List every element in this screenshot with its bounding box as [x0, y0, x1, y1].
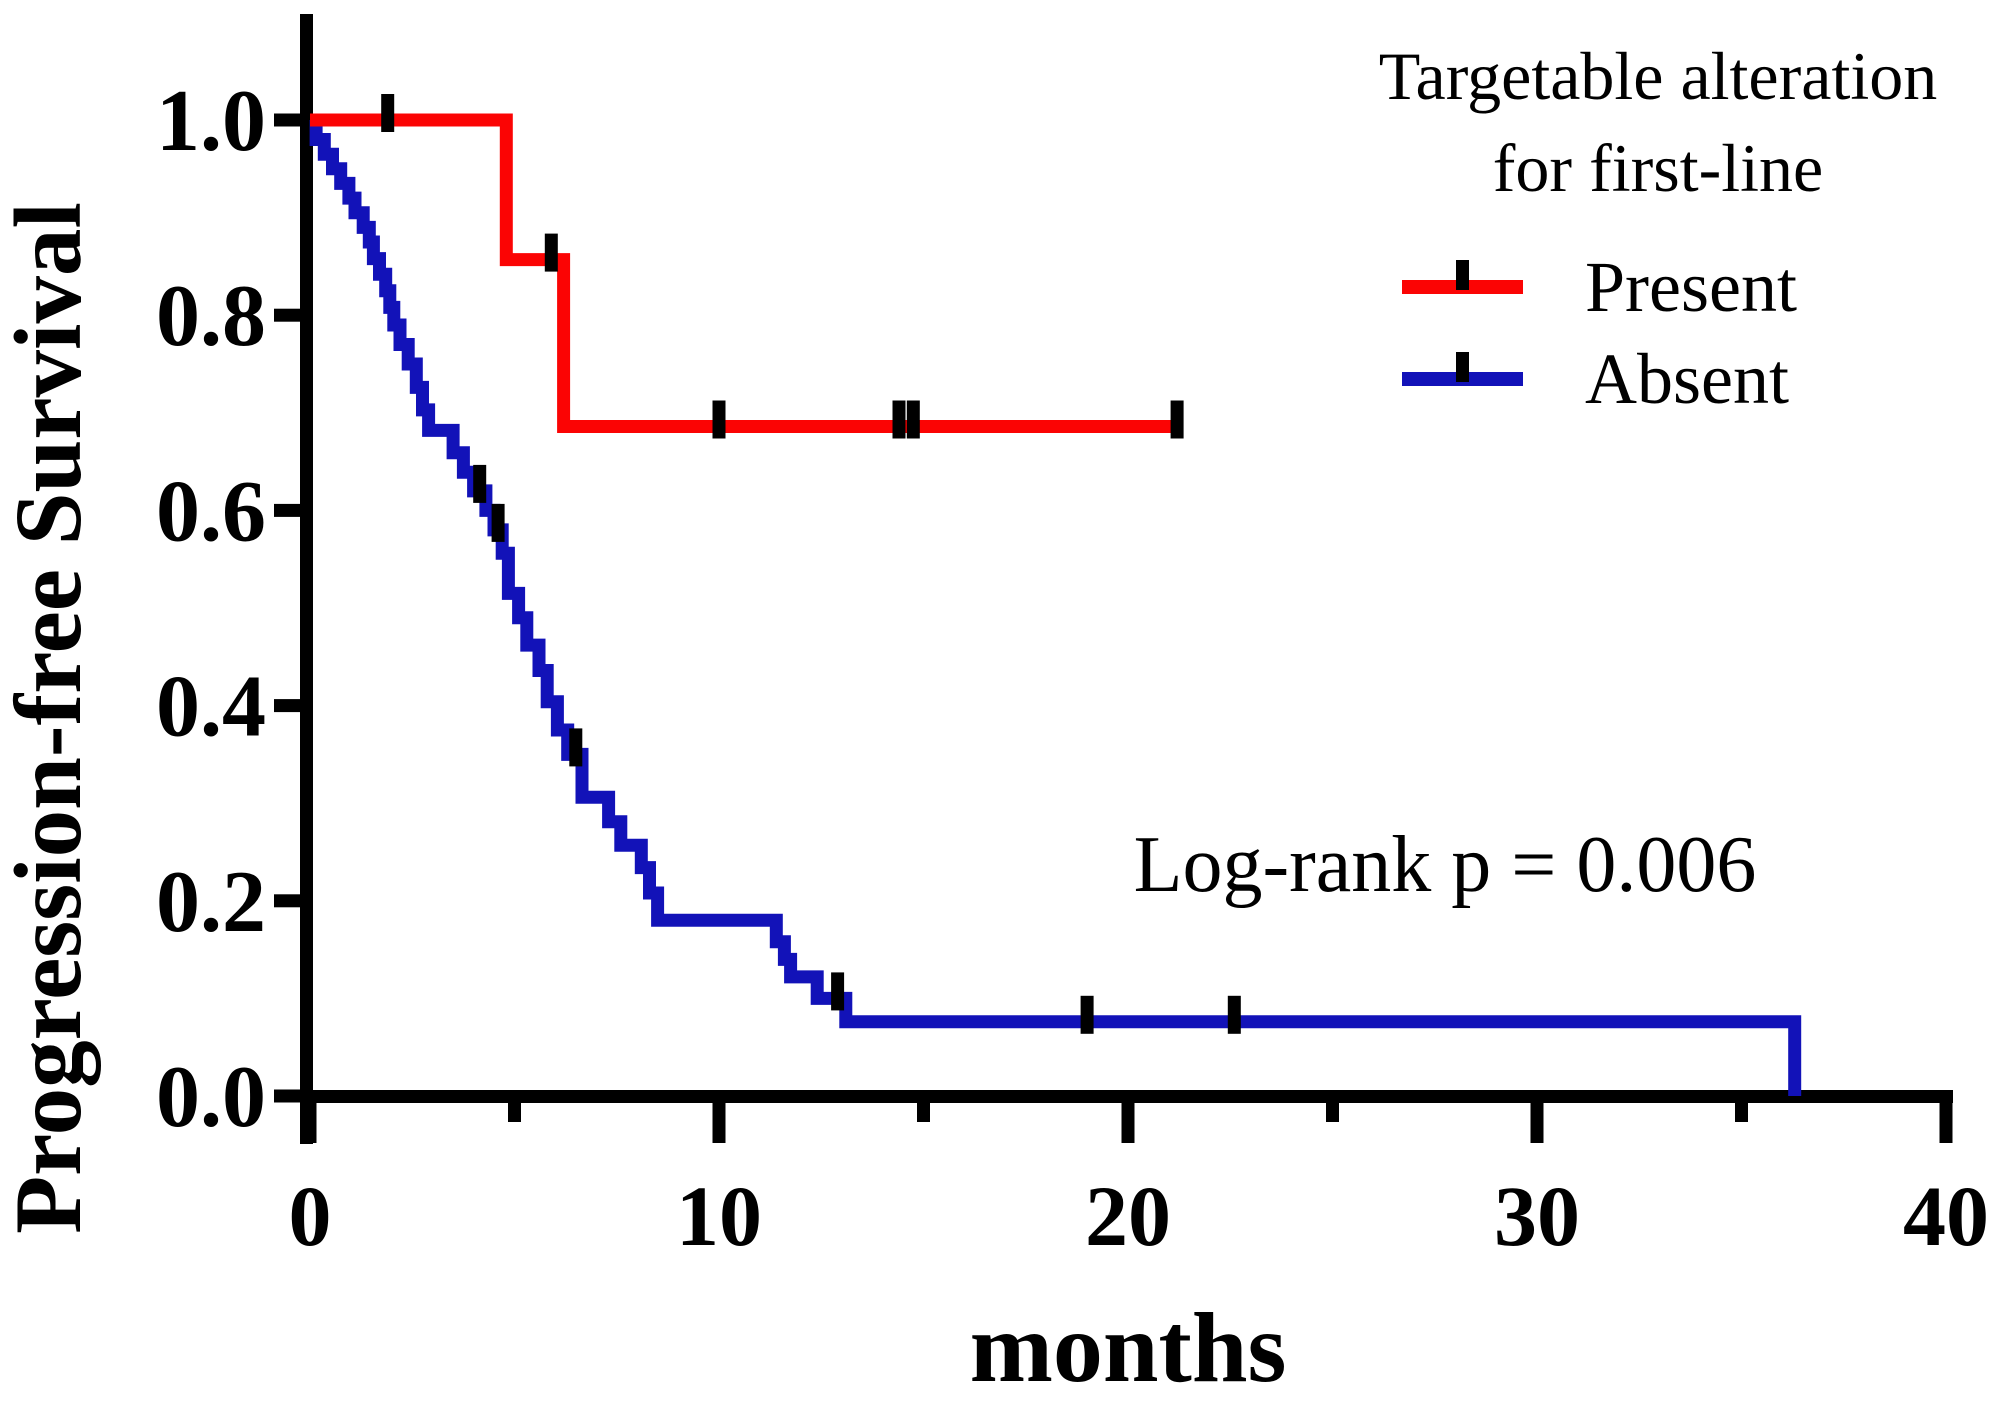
x-major-tick-0 — [303, 1090, 317, 1143]
x-tick-label-40: 40 — [1903, 1168, 1989, 1264]
y-tick-label-0.8: 0.8 — [156, 268, 266, 365]
x-tick-label-0: 0 — [289, 1168, 332, 1264]
x-tick-label-20: 20 — [1085, 1168, 1171, 1264]
censor-marks-absent — [473, 464, 1241, 1034]
absent-censor-tick-icon — [1456, 352, 1469, 382]
censor-mark-present-5.9 — [544, 233, 558, 272]
present-key — [1402, 240, 1523, 334]
censor-mark-absent-22.6 — [1227, 995, 1241, 1034]
censor-mark-absent-6.5 — [569, 728, 583, 767]
x-minor-tick-35 — [1735, 1090, 1748, 1122]
legend-title: Targetable alteration for first-line — [1318, 30, 1994, 214]
censor-mark-present-14.75 — [906, 400, 920, 439]
x-axis-title: months — [969, 1292, 1287, 1403]
censor-marks-present — [381, 94, 1184, 439]
censor-mark-present-14.4 — [892, 400, 906, 439]
legend-entry-present: Present — [1402, 240, 1982, 334]
x-tick-label-10: 10 — [676, 1168, 762, 1264]
censor-mark-absent-19 — [1080, 995, 1094, 1034]
y-tick-0.0 — [274, 1089, 307, 1103]
x-tick-label-30: 30 — [1494, 1168, 1580, 1264]
x-major-tick-20 — [1121, 1090, 1135, 1143]
censor-mark-absent-4.15 — [473, 464, 487, 503]
x-major-tick-40 — [1939, 1090, 1953, 1143]
x-major-tick-30 — [1530, 1090, 1544, 1143]
x-minor-tick-5 — [508, 1090, 521, 1122]
y-axis-spine — [300, 14, 313, 1144]
y-tick-label-0.0: 0.0 — [156, 1049, 266, 1146]
censor-mark-present-1.9 — [381, 94, 395, 132]
absent-key — [1402, 332, 1523, 426]
legend-title-line2: for first-line — [1492, 130, 1824, 206]
curve-present — [310, 113, 1178, 433]
censor-mark-present-10 — [712, 400, 726, 439]
x-major-tick-10 — [712, 1090, 726, 1143]
y-tick-0.6 — [274, 503, 307, 517]
legend-entry-absent: Absent — [1402, 332, 1982, 426]
censor-mark-present-21.2 — [1170, 400, 1184, 439]
legend-label-absent: Absent — [1585, 339, 1789, 419]
censor-mark-absent-12.9 — [831, 972, 845, 1011]
y-tick-0.4 — [274, 699, 307, 713]
legend-title-line1: Targetable alteration — [1378, 38, 1938, 114]
y-tick-0.8 — [274, 308, 307, 322]
y-tick-label-1.0: 1.0 — [156, 73, 266, 170]
y-tick-1.0 — [274, 113, 307, 127]
y-axis-title: Progression-free Survival — [0, 202, 101, 1234]
censor-mark-absent-4.6 — [491, 503, 505, 542]
survival-curve-present — [310, 113, 1178, 433]
y-tick-label-0.2: 0.2 — [156, 854, 266, 951]
x-minor-tick-15 — [917, 1090, 930, 1122]
y-tick-label-0.6: 0.6 — [156, 463, 266, 560]
y-axis: 1.0 0.8 0.6 0.4 0.2 0.0 — [156, 14, 313, 1146]
y-tick-0.2 — [274, 894, 307, 908]
present-censor-tick-icon — [1456, 260, 1469, 290]
x-minor-tick-25 — [1326, 1090, 1339, 1122]
y-tick-label-0.4: 0.4 — [156, 659, 266, 756]
x-axis: 0 10 20 30 40 — [289, 1090, 1989, 1264]
legend-label-present: Present — [1585, 247, 1797, 327]
log-rank-annotation: Log-rank p = 0.006 — [1133, 821, 1757, 909]
